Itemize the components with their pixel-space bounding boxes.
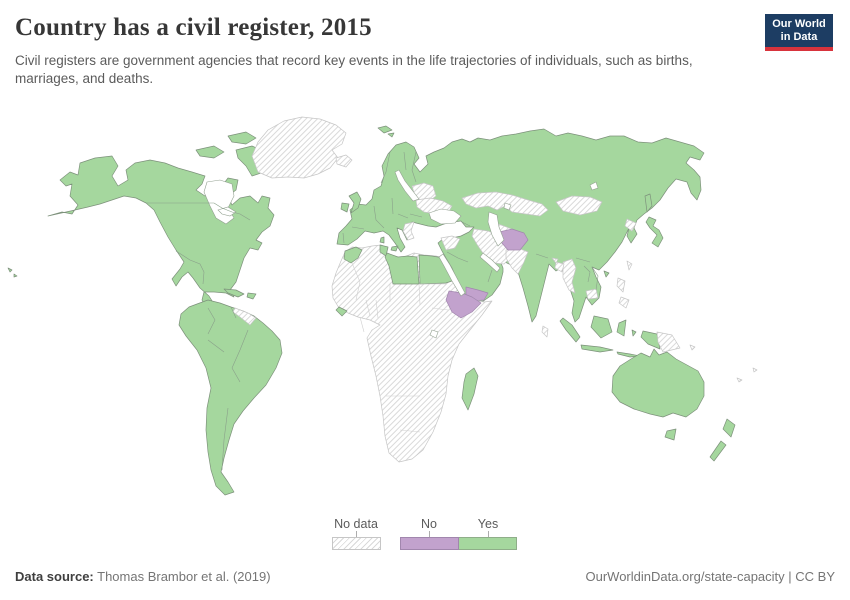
country-pacific-islands[interactable] <box>689 344 758 383</box>
lake-baikal <box>589 181 599 191</box>
legend-label-no-data: No data <box>334 517 378 531</box>
country-greece[interactable] <box>402 221 415 241</box>
caspian-sea <box>487 211 505 247</box>
baltic-sea <box>394 169 420 202</box>
lake-victoria <box>429 329 439 339</box>
country-hawaii[interactable] <box>7 267 18 278</box>
country-hainan[interactable] <box>603 270 610 278</box>
africa-borders <box>351 262 449 433</box>
country-papua-new-guinea[interactable] <box>656 331 681 353</box>
country-sakhalin[interactable] <box>644 193 653 213</box>
chart-subtitle: Civil registers are government agencies … <box>15 53 693 86</box>
country-morocco[interactable] <box>343 246 363 264</box>
country-iceland[interactable] <box>335 154 353 168</box>
persian-gulf <box>479 252 501 273</box>
red-sea <box>438 253 466 297</box>
legend-swatch-yes[interactable] <box>459 537 517 550</box>
data-source: Data source: Thomas Brambor et al. (2019… <box>15 569 271 584</box>
country-syria[interactable] <box>440 235 461 251</box>
owid-logo-line2: in Data <box>780 31 818 43</box>
country-madagascar[interactable] <box>461 367 479 411</box>
country-sicily[interactable] <box>390 245 399 252</box>
country-new-zealand[interactable] <box>709 418 736 462</box>
country-myanmar[interactable] <box>562 258 577 294</box>
aral-sea <box>503 202 512 211</box>
data-source-label: Data source: <box>15 569 94 584</box>
legend-tick-no-data <box>356 531 357 537</box>
country-afghanistan[interactable] <box>498 228 529 251</box>
country-cambodia[interactable] <box>585 288 599 300</box>
country-ethiopia[interactable] <box>445 290 482 319</box>
country-bhutan[interactable] <box>551 257 559 264</box>
country-taiwan[interactable] <box>626 260 633 271</box>
inland-seas <box>203 169 599 339</box>
country-greenland[interactable] <box>251 116 347 179</box>
country-svalbard[interactable] <box>377 125 395 138</box>
great-lakes <box>217 206 237 217</box>
legend-label-no: No <box>421 517 437 531</box>
country-hispaniola[interactable] <box>246 292 257 300</box>
owid-logo[interactable]: Our World in Data <box>765 14 833 51</box>
country-arctic-islands[interactable] <box>195 131 257 159</box>
owid-logo-line1: Our World <box>772 18 826 30</box>
country-south-america[interactable] <box>178 299 283 496</box>
country-ireland[interactable] <box>340 202 350 213</box>
legend-label-yes: Yes <box>477 517 499 531</box>
country-australia[interactable] <box>611 348 705 418</box>
country-sardinia[interactable] <box>379 236 385 244</box>
country-philippines[interactable] <box>616 277 630 309</box>
legend-tick-yes <box>488 531 489 537</box>
data-source-value: Thomas Brambor et al. (2019) <box>93 569 271 584</box>
country-sri-lanka[interactable] <box>541 325 549 338</box>
country-united-kingdom[interactable] <box>348 191 362 214</box>
country-liberia[interactable] <box>335 306 348 317</box>
page-title: Country has a civil register, 2015 <box>15 14 372 41</box>
legend-swatch-no[interactable] <box>400 537 459 550</box>
black-sea <box>428 208 462 225</box>
footer-link[interactable]: OurWorldinData.org/state-capacity | CC B… <box>585 569 835 584</box>
legend-tick-no <box>429 531 430 537</box>
legend-swatch-no-data[interactable] <box>332 537 381 550</box>
country-mongolia[interactable] <box>555 195 603 216</box>
country-bangladesh[interactable] <box>554 261 565 273</box>
country-japan[interactable] <box>645 216 664 248</box>
country-cuba[interactable] <box>223 288 245 298</box>
country-tasmania[interactable] <box>664 428 677 441</box>
country-eurasia-mainland[interactable] <box>336 128 705 323</box>
country-north-korea[interactable] <box>624 218 637 232</box>
country-borders <box>146 151 599 471</box>
